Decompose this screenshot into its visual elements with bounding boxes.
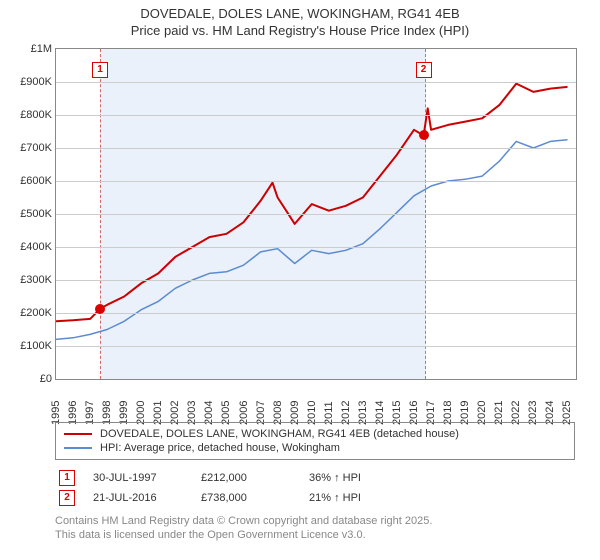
y-axis-label: £1M (8, 43, 52, 55)
chart-subtitle: Price paid vs. HM Land Registry's House … (0, 23, 600, 38)
x-axis-label: 1997 (84, 385, 96, 425)
sale-delta: 21% ↑ HPI (309, 492, 399, 504)
x-axis-label: 2014 (374, 385, 386, 425)
sales-row: 1 30-JUL-1997 £212,000 36% ↑ HPI (55, 468, 575, 488)
y-axis-label: £300K (8, 274, 52, 286)
y-axis-label: £800K (8, 109, 52, 121)
footer-line: Contains HM Land Registry data © Crown c… (55, 514, 575, 528)
x-axis-label: 2012 (340, 385, 352, 425)
legend-swatch (64, 447, 92, 449)
y-axis-label: £400K (8, 241, 52, 253)
x-axis-label: 2016 (408, 385, 420, 425)
sale-marker-icon: 2 (59, 490, 75, 506)
legend-swatch (64, 433, 92, 435)
legend-label: DOVEDALE, DOLES LANE, WOKINGHAM, RG41 4E… (100, 428, 459, 440)
sale-date: 21-JUL-2016 (93, 492, 183, 504)
x-axis-label: 2000 (135, 385, 147, 425)
sale-marker-label: 2 (416, 62, 432, 78)
sales-table: 1 30-JUL-1997 £212,000 36% ↑ HPI 2 21-JU… (55, 468, 575, 508)
x-axis-label: 2007 (255, 385, 267, 425)
footer-line: This data is licensed under the Open Gov… (55, 528, 575, 542)
footer-attribution: Contains HM Land Registry data © Crown c… (55, 514, 575, 543)
sale-marker-dot (419, 130, 429, 140)
sale-delta: 36% ↑ HPI (309, 472, 399, 484)
legend-item: DOVEDALE, DOLES LANE, WOKINGHAM, RG41 4E… (64, 427, 566, 441)
legend-box: DOVEDALE, DOLES LANE, WOKINGHAM, RG41 4E… (55, 422, 575, 460)
x-axis-label: 2025 (561, 385, 573, 425)
y-axis-label: £100K (8, 340, 52, 352)
chart-plot-area: £0£100K£200K£300K£400K£500K£600K£700K£80… (55, 48, 577, 380)
sale-price: £738,000 (201, 492, 291, 504)
y-axis-label: £200K (8, 307, 52, 319)
y-axis-label: £700K (8, 142, 52, 154)
sale-price: £212,000 (201, 472, 291, 484)
y-axis-label: £500K (8, 208, 52, 220)
y-axis-label: £900K (8, 76, 52, 88)
x-axis-label: 2013 (357, 385, 369, 425)
x-axis-label: 2018 (442, 385, 454, 425)
x-axis-label: 2017 (425, 385, 437, 425)
x-axis-label: 2004 (203, 385, 215, 425)
x-axis-label: 2021 (493, 385, 505, 425)
x-axis-label: 2005 (220, 385, 232, 425)
sale-marker-label: 1 (92, 62, 108, 78)
x-axis-label: 2006 (238, 385, 250, 425)
x-axis-label: 2003 (186, 385, 198, 425)
x-axis-label: 2023 (527, 385, 539, 425)
sale-marker-dot (95, 304, 105, 314)
legend-item: HPI: Average price, detached house, Woki… (64, 441, 566, 455)
x-axis-label: 2024 (544, 385, 556, 425)
x-axis-label: 1995 (50, 385, 62, 425)
x-axis-label: 1998 (101, 385, 113, 425)
x-axis-label: 2010 (306, 385, 318, 425)
highlight-band (100, 49, 426, 379)
x-axis-label: 1996 (67, 385, 79, 425)
sales-row: 2 21-JUL-2016 £738,000 21% ↑ HPI (55, 488, 575, 508)
y-axis-label: £0 (8, 373, 52, 385)
legend-label: HPI: Average price, detached house, Woki… (100, 442, 340, 454)
x-axis-label: 2020 (476, 385, 488, 425)
x-axis-label: 2002 (169, 385, 181, 425)
x-axis-label: 2001 (152, 385, 164, 425)
x-axis-label: 2015 (391, 385, 403, 425)
x-axis-label: 2008 (272, 385, 284, 425)
x-axis-label: 2022 (510, 385, 522, 425)
x-axis-label: 1999 (118, 385, 130, 425)
x-axis-label: 2011 (323, 385, 335, 425)
chart-title: DOVEDALE, DOLES LANE, WOKINGHAM, RG41 4E… (0, 6, 600, 21)
y-axis-label: £600K (8, 175, 52, 187)
sale-date: 30-JUL-1997 (93, 472, 183, 484)
legend-section: DOVEDALE, DOLES LANE, WOKINGHAM, RG41 4E… (55, 422, 575, 543)
x-axis-label: 2019 (459, 385, 471, 425)
x-axis-label: 2009 (289, 385, 301, 425)
sale-marker-icon: 1 (59, 470, 75, 486)
